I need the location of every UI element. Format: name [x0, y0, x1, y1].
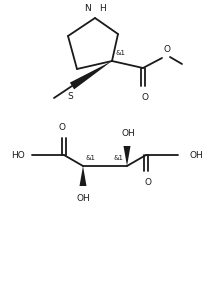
Text: OH: OH: [76, 194, 90, 203]
Text: S: S: [67, 92, 73, 101]
Text: O: O: [144, 178, 152, 187]
Text: &1: &1: [114, 155, 124, 161]
Text: HO: HO: [11, 150, 25, 160]
Polygon shape: [124, 146, 130, 166]
Text: OH: OH: [121, 129, 135, 138]
Text: N: N: [84, 4, 91, 13]
Polygon shape: [70, 61, 112, 90]
Text: O: O: [164, 45, 171, 54]
Text: O: O: [59, 123, 65, 132]
Polygon shape: [79, 166, 87, 186]
Text: &1: &1: [115, 50, 125, 56]
Text: O: O: [141, 93, 149, 102]
Text: &1: &1: [86, 155, 96, 161]
Text: OH: OH: [190, 150, 204, 160]
Text: H: H: [99, 4, 106, 13]
